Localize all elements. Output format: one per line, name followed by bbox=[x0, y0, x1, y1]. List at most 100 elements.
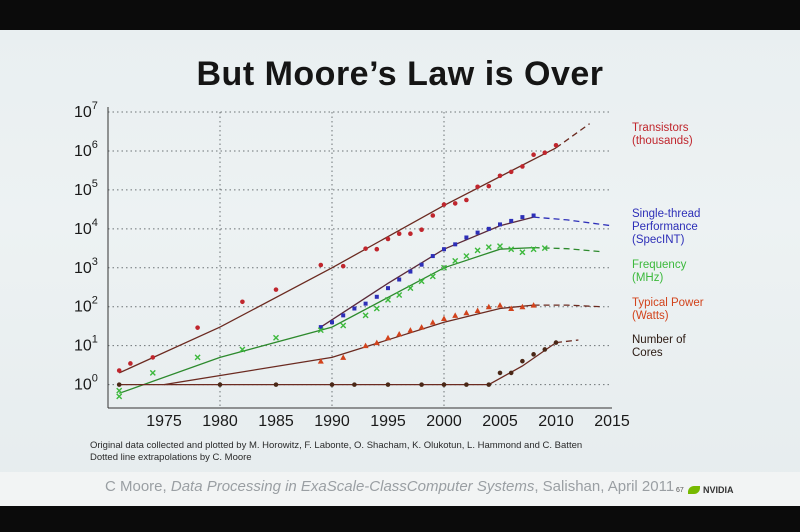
y-tick-label: 106 bbox=[74, 139, 98, 160]
data-point bbox=[485, 244, 492, 251]
trend-line bbox=[119, 342, 557, 386]
data-point bbox=[239, 346, 246, 353]
citation-author: C Moore, bbox=[105, 478, 171, 495]
y-tick-label: 107 bbox=[74, 100, 98, 121]
data-point bbox=[408, 269, 413, 274]
x-tick-label: 1975 bbox=[146, 413, 182, 430]
y-tick-label: 100 bbox=[74, 373, 98, 394]
data-point bbox=[553, 340, 559, 345]
trend-line bbox=[320, 216, 534, 328]
trend-line bbox=[118, 246, 534, 394]
trend-line bbox=[118, 147, 557, 374]
legend-label: (thousands) bbox=[632, 135, 693, 147]
citation-title: Data Processing in ExaScale-ClassCompute… bbox=[170, 478, 535, 495]
data-point bbox=[430, 254, 435, 259]
y-tick-label: 105 bbox=[74, 178, 98, 199]
data-point bbox=[217, 382, 223, 387]
data-point bbox=[430, 213, 436, 218]
data-point bbox=[363, 246, 368, 251]
data-point bbox=[385, 296, 391, 303]
data-point bbox=[116, 368, 122, 373]
data-point bbox=[442, 247, 446, 252]
data-point bbox=[531, 152, 536, 158]
citation: C Moore, Data Processing in ExaScale-Cla… bbox=[105, 478, 674, 495]
data-point bbox=[317, 358, 324, 364]
y-tick-label: 103 bbox=[74, 256, 98, 277]
data-point bbox=[385, 382, 391, 387]
legend-label: Performance bbox=[632, 221, 698, 233]
data-point bbox=[418, 324, 425, 330]
slide-footer bbox=[0, 472, 800, 506]
data-point bbox=[195, 325, 200, 330]
x-tick-label: 1985 bbox=[258, 413, 294, 430]
extrapolation-line bbox=[533, 216, 613, 227]
data-point bbox=[497, 243, 503, 250]
data-point bbox=[497, 173, 503, 179]
citation-rest: , Salishan, April 2011 bbox=[534, 478, 675, 495]
chart-grid bbox=[108, 111, 612, 408]
data-point bbox=[441, 315, 447, 321]
data-point bbox=[407, 285, 414, 292]
brand-logo: NVIDIA bbox=[688, 485, 734, 495]
data-point bbox=[318, 325, 323, 330]
data-point bbox=[519, 249, 526, 256]
data-point bbox=[486, 382, 492, 387]
legend-label: (Watts) bbox=[632, 310, 669, 322]
chart-series bbox=[116, 123, 613, 400]
legend-label: Typical Power bbox=[632, 297, 704, 309]
series-4 bbox=[116, 339, 579, 387]
data-point bbox=[453, 242, 458, 247]
data-point bbox=[463, 253, 470, 260]
data-point bbox=[531, 352, 536, 357]
data-point bbox=[373, 339, 380, 346]
data-point bbox=[441, 382, 447, 387]
legend-label: Single-thread bbox=[632, 208, 700, 220]
data-point bbox=[498, 222, 502, 227]
data-point bbox=[149, 369, 156, 376]
data-point bbox=[485, 303, 492, 310]
y-tick-label: 102 bbox=[74, 295, 98, 316]
data-point bbox=[150, 355, 156, 360]
data-point bbox=[396, 330, 403, 337]
nvidia-eye-icon bbox=[688, 486, 700, 494]
legend-label: Transistors bbox=[632, 122, 689, 134]
trend-line bbox=[163, 304, 534, 386]
data-point bbox=[474, 247, 481, 254]
series-2 bbox=[116, 243, 601, 400]
legend-label: (SpecINT) bbox=[632, 234, 685, 246]
data-point bbox=[194, 354, 201, 361]
data-point bbox=[463, 309, 470, 316]
data-point bbox=[240, 299, 245, 305]
data-point bbox=[317, 327, 324, 334]
data-point bbox=[128, 361, 133, 366]
data-point bbox=[273, 382, 279, 387]
data-point bbox=[429, 319, 436, 325]
data-point bbox=[408, 231, 413, 237]
data-point bbox=[419, 227, 424, 233]
extrapolation-line bbox=[555, 339, 579, 344]
data-point bbox=[441, 202, 447, 207]
data-point bbox=[464, 382, 469, 387]
x-tick-label: 2015 bbox=[594, 413, 630, 430]
data-point bbox=[340, 354, 347, 360]
data-point bbox=[340, 263, 346, 269]
data-point bbox=[486, 183, 492, 189]
data-point bbox=[374, 294, 379, 299]
series-0 bbox=[116, 123, 590, 374]
data-point bbox=[475, 230, 480, 235]
data-point bbox=[340, 322, 347, 329]
extrapolation-line bbox=[555, 123, 590, 149]
data-point bbox=[352, 306, 357, 311]
x-tick-label: 2010 bbox=[538, 413, 574, 430]
data-point bbox=[116, 382, 122, 387]
x-tick-label: 2005 bbox=[482, 413, 518, 430]
data-point bbox=[273, 334, 279, 341]
data-point bbox=[542, 347, 548, 352]
data-point bbox=[508, 246, 515, 253]
data-point bbox=[497, 370, 503, 376]
data-point bbox=[441, 264, 447, 271]
data-point bbox=[464, 197, 469, 203]
data-point bbox=[541, 245, 548, 252]
series-3 bbox=[163, 302, 601, 386]
